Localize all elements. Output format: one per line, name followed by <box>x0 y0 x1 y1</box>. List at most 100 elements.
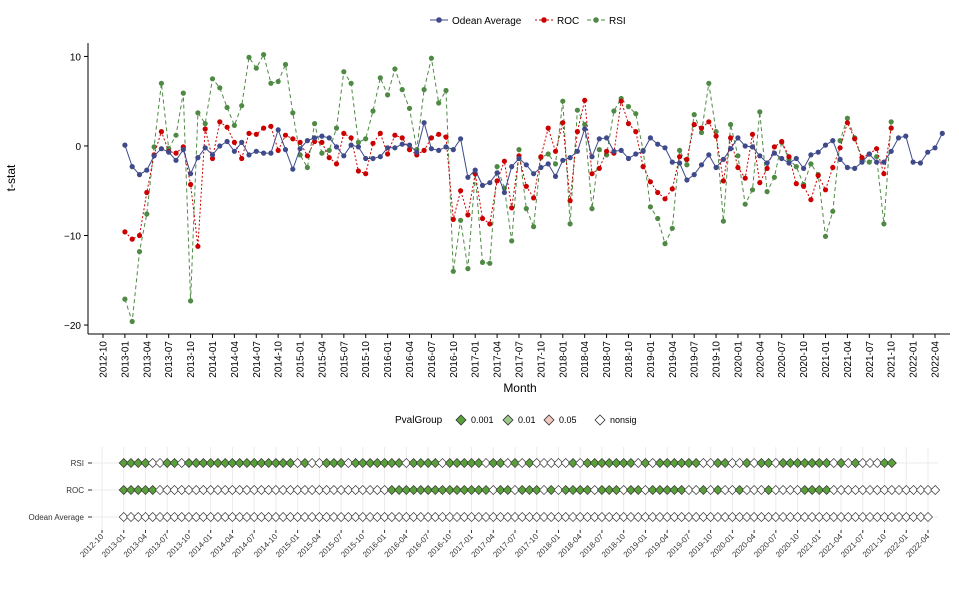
data-point-odean-average <box>538 164 544 171</box>
data-point-odean-average <box>173 157 179 163</box>
heatmap-cell <box>328 458 339 468</box>
data-point-odean-average <box>144 167 150 173</box>
data-point-rsi <box>399 87 405 93</box>
heatmap-cell <box>372 512 383 522</box>
x-tick-label: 2020-10 <box>799 341 810 378</box>
line-chart-legend: Odean Average ROC RSI <box>430 16 626 27</box>
heatmap-cell <box>256 485 267 495</box>
x-tick-label: 2018-07 <box>602 341 613 378</box>
data-point-roc <box>888 125 894 131</box>
x-tick-label: 2014-07 <box>252 341 263 378</box>
heatmap-cell <box>778 458 789 468</box>
data-point-rsi <box>421 87 427 93</box>
heatmap-row-label: Odean Average <box>29 513 85 522</box>
heatmap-cell <box>865 512 875 522</box>
x-tick-label: 2022-04 <box>931 341 942 378</box>
data-point-roc <box>209 155 216 162</box>
heatmap-cell <box>278 512 289 522</box>
heatmap-cell <box>285 458 296 468</box>
heatmap-cell <box>299 458 310 468</box>
heatmap-cell <box>756 512 767 522</box>
heatmap-cell <box>430 512 441 522</box>
heatmap-cell <box>147 458 158 468</box>
heatmap-cell <box>633 458 644 468</box>
heatmap-cell <box>546 512 557 522</box>
data-point-roc <box>261 125 267 131</box>
heatmap-cell <box>241 485 252 495</box>
heatmap-cell <box>126 512 136 522</box>
data-point-odean-average <box>742 143 748 149</box>
heatmap-cell <box>908 512 919 522</box>
line-chart: 10 0 −10 −20 2012-10 2013-01 2013-04 2013-07 201… <box>4 43 950 395</box>
heatmap-cell <box>517 512 528 522</box>
data-point-roc <box>618 98 624 104</box>
heatmap-row-odean-average <box>118 512 933 522</box>
data-point-odean-average <box>786 160 792 166</box>
data-point-odean-average <box>611 148 617 154</box>
data-point-odean-average <box>713 164 719 171</box>
x-tick-label: 2018-10 <box>624 341 635 378</box>
heatmap-cell <box>481 512 491 522</box>
data-point-roc <box>713 133 719 139</box>
line-chart-axes: 10 0 −10 −20 2012-10 2013-01 2013-04 2013-07 201… <box>64 43 950 378</box>
heatmap-cell <box>133 485 144 495</box>
data-point-odean-average <box>691 172 697 178</box>
heatmap-cell <box>654 512 665 522</box>
data-point-rsi <box>465 266 471 272</box>
data-point-rsi <box>209 76 216 82</box>
heatmap-cell <box>720 485 731 495</box>
heatmap-cell <box>365 458 376 468</box>
heatmap-cell <box>118 458 129 468</box>
data-point-roc <box>385 151 391 157</box>
heatmap-cell <box>596 512 607 522</box>
heatmap-cell <box>336 458 347 468</box>
heatmap-legend-key <box>594 414 606 426</box>
data-point-odean-average <box>822 142 829 148</box>
heatmap-cell <box>647 512 658 522</box>
heatmap-cell <box>169 512 180 522</box>
x-tick-label: 2012-10 <box>99 341 110 378</box>
heatmap-cell <box>249 458 260 468</box>
heatmap-cell <box>575 458 586 468</box>
heatmap-cell <box>155 458 165 468</box>
x-tick-label: 2019-07 <box>690 341 701 378</box>
data-point-roc <box>822 187 829 193</box>
heatmap-cell <box>792 458 803 468</box>
heatmap-cell <box>879 485 890 495</box>
data-point-rsi <box>742 201 748 207</box>
heatmap-cell <box>901 485 912 495</box>
data-point-rsi <box>326 147 332 153</box>
data-point-rsi <box>720 218 727 224</box>
data-point-rsi <box>275 78 281 85</box>
heatmap-cell <box>807 458 818 468</box>
heatmap-cell <box>850 485 861 495</box>
heatmap-cell <box>633 485 644 495</box>
heatmap-cell <box>930 485 941 495</box>
data-point-odean-average <box>406 142 413 148</box>
heatmap-cell <box>915 512 926 522</box>
heatmap-cell <box>292 458 303 468</box>
heatmap-cell <box>683 485 694 495</box>
legend-item-odean-average: Odean Average <box>430 16 522 27</box>
data-point-odean-average <box>655 141 661 147</box>
heatmap-cell <box>749 512 760 522</box>
heatmap-cell <box>502 458 513 468</box>
x-tick-label: 2016-10 <box>449 341 460 378</box>
data-point-rsi <box>523 206 529 212</box>
heatmap-cell <box>865 485 875 495</box>
data-point-odean-average <box>531 171 537 177</box>
heatmap-cell <box>415 458 426 468</box>
heatmap-cell <box>625 512 636 522</box>
heatmap-cell <box>524 458 535 468</box>
data-point-rsi <box>151 144 157 150</box>
heatmap-cell <box>343 458 354 468</box>
heatmap-cell <box>568 485 578 495</box>
heatmap-cell <box>894 512 904 522</box>
heatmap-cell <box>828 458 839 468</box>
data-point-odean-average <box>917 160 924 166</box>
heatmap-cell <box>292 485 303 495</box>
heatmap-cell <box>263 512 274 522</box>
data-point-roc <box>684 156 690 162</box>
heatmap-cell <box>799 485 810 495</box>
